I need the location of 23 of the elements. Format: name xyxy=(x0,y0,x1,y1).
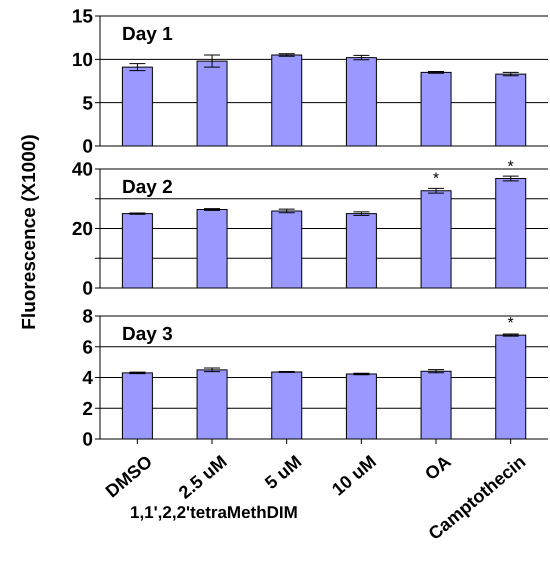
y-tick-label: 8 xyxy=(82,306,93,328)
annotation: * xyxy=(508,158,514,176)
y-tick-label: 0 xyxy=(82,430,93,451)
x-axis-title: 1,1',2,2'tetraMethDIM xyxy=(130,503,298,523)
annotation: Day 1 xyxy=(122,24,173,46)
y-axis-title: Fluorescence (X1000) xyxy=(19,134,41,330)
x-tick-label: 5 uM xyxy=(261,451,306,494)
y-tick-label: 0 xyxy=(82,278,93,300)
x-tick-label: 10 uM xyxy=(328,451,380,500)
y-tick-label: 10 xyxy=(72,50,93,72)
annotation: Day 3 xyxy=(122,324,173,346)
y-tick-label: 20 xyxy=(72,219,93,240)
y-tick-label: 4 xyxy=(82,368,94,390)
y-tick-label: 2 xyxy=(82,398,93,420)
annotation: * xyxy=(508,315,514,332)
y-tick-label: 0 xyxy=(82,136,93,158)
y-tick-label: 40 xyxy=(72,160,93,181)
y-tick-label: 15 xyxy=(72,6,94,28)
y-tick-label: 6 xyxy=(82,337,93,358)
y-tick-label: 5 xyxy=(82,93,94,114)
x-tick-label: 2.5 uM xyxy=(174,451,231,503)
annotation: Day 2 xyxy=(122,177,173,199)
annotation: * xyxy=(432,170,440,188)
